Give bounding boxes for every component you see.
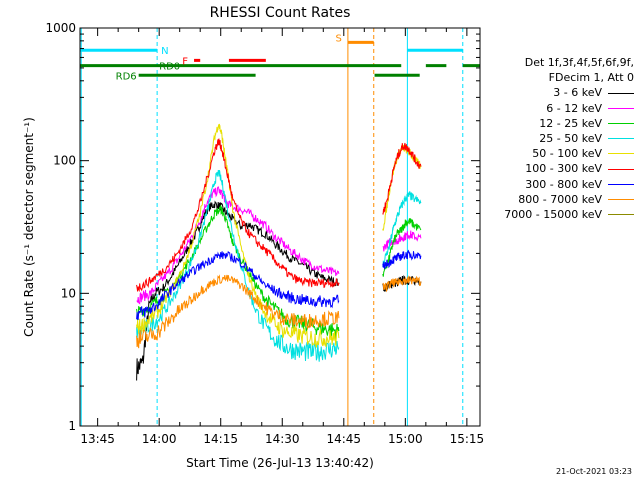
series-line-6-segment-1 xyxy=(382,249,422,270)
legend-item: 50 - 100 keV xyxy=(486,146,634,161)
x-tick-label: 14:45 xyxy=(326,432,361,446)
legend-swatch xyxy=(608,214,634,216)
y-tick-label: 1 xyxy=(68,419,76,433)
legend-item-label: 12 - 25 keV xyxy=(539,116,602,130)
series-line-3-segment-0 xyxy=(136,170,340,362)
legend-item-label: 7000 - 15000 keV xyxy=(504,208,602,222)
series-line-4-segment-0 xyxy=(136,123,340,348)
legend-item: 3 - 6 keV xyxy=(486,85,634,100)
legend-item-label: 100 - 300 keV xyxy=(525,162,602,176)
y-axis-label: Count Rate (s⁻¹ detector segment⁻¹) xyxy=(22,117,36,337)
legend-swatch xyxy=(608,198,634,200)
legend-item: 12 - 25 keV xyxy=(486,116,634,131)
legend-swatch xyxy=(608,183,634,185)
x-axis-label: Start Time (26-Jul-13 13:40:42) xyxy=(186,456,374,470)
legend-item-label: 25 - 50 keV xyxy=(539,132,602,146)
legend-item-label: 300 - 800 keV xyxy=(525,177,602,191)
x-tick-label: 14:30 xyxy=(265,432,300,446)
series-line-6-segment-0 xyxy=(136,250,340,321)
legend-header-line-1: Det 1f,3f,4f,5f,6f,9f, xyxy=(524,56,634,69)
x-tick-label: 13:45 xyxy=(80,432,115,446)
series-line-2-segment-1 xyxy=(382,218,422,277)
legend-swatch xyxy=(608,138,634,140)
series-line-1-segment-0 xyxy=(136,185,340,305)
legend-item: 6 - 12 keV xyxy=(486,101,634,116)
legend: Det 1f,3f,4f,5f,6f,9f, FDecim 1, Att 0 3… xyxy=(486,55,634,222)
series-line-7-segment-0 xyxy=(136,274,340,349)
legend-swatch xyxy=(608,122,634,124)
legend-item-label: 6 - 12 keV xyxy=(546,101,602,115)
y-tick-label: 10 xyxy=(61,286,76,300)
timestamp: 21-Oct-2021 03:23 xyxy=(556,467,632,476)
legend-item: 800 - 7000 keV xyxy=(486,192,634,207)
series-line-0-segment-0 xyxy=(136,200,340,381)
series-line-7-segment-1 xyxy=(382,275,422,293)
legend-item: 300 - 800 keV xyxy=(486,177,634,192)
series-line-1-segment-1 xyxy=(382,230,422,252)
series-line-5-segment-1 xyxy=(382,142,422,215)
x-tick-label: 15:00 xyxy=(388,432,423,446)
legend-swatch xyxy=(608,92,634,94)
state-bar-label-rd0: RD0 xyxy=(159,62,180,73)
y-tick-label: 100 xyxy=(53,154,76,168)
state-bar-label-s: S xyxy=(336,33,342,44)
series-line-5-segment-0 xyxy=(136,138,340,293)
legend-swatch xyxy=(608,153,634,155)
legend-item-label: 50 - 100 keV xyxy=(532,147,602,161)
series-line-3-segment-1 xyxy=(382,191,422,268)
y-tick-label: 1000 xyxy=(45,21,76,35)
legend-item: 7000 - 15000 keV xyxy=(486,207,634,222)
x-tick-label: 14:15 xyxy=(203,432,238,446)
legend-item-label: 3 - 6 keV xyxy=(553,86,602,100)
state-bar-label-n: N xyxy=(161,46,168,57)
state-bar-label-f: F xyxy=(182,56,188,67)
legend-swatch xyxy=(608,107,634,109)
legend-swatch xyxy=(608,168,634,170)
legend-item: 25 - 50 keV xyxy=(486,131,634,146)
plot-frame xyxy=(79,27,481,427)
legend-item-label: 800 - 7000 keV xyxy=(518,192,602,206)
x-tick-label: 14:00 xyxy=(142,432,177,446)
state-bar-label-rd6: RD6 xyxy=(116,71,137,82)
chart-title: RHESSI Count Rates xyxy=(210,5,351,21)
legend-item: 100 - 300 keV xyxy=(486,161,634,176)
legend-header-line-2: FDecim 1, Att 0 xyxy=(548,71,634,85)
x-tick-label: 15:15 xyxy=(450,432,485,446)
